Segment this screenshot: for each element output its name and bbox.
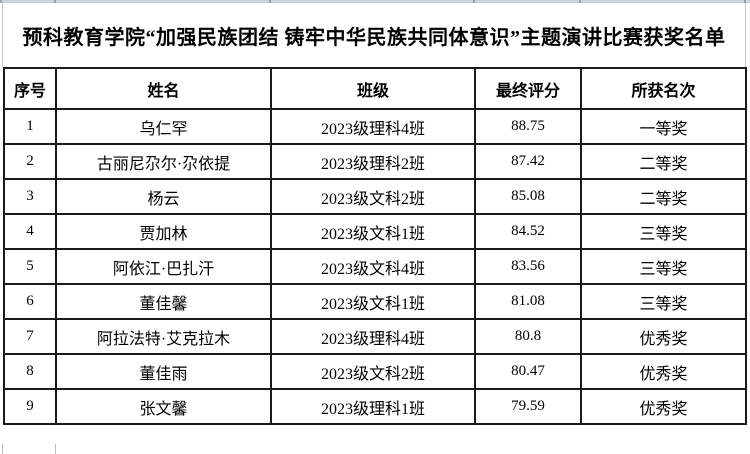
column-header: 序号 [3,67,57,110]
cell-award: 一等奖 [580,108,747,145]
table-row: 2 古丽尼尕尔·尕依提 2023级理科2班 87.42 二等奖 [3,143,747,180]
cell-score: 87.42 [474,143,582,180]
cell-award: 三等奖 [580,248,747,285]
table-row: 5 阿依江·巴扎汗 2023级文科4班 83.56 三等奖 [3,248,747,285]
gridline-tick [744,0,746,3]
table-row: 4 贾加林 2023级文科1班 84.52 三等奖 [3,213,747,250]
cell-score: 84.52 [474,213,582,250]
cell-class: 2023级理科4班 [270,108,476,145]
table-row: 8 董佳雨 2023级文科2班 80.47 优秀奖 [3,353,747,390]
cell-score: 80.8 [474,318,582,355]
cell-score: 83.56 [474,248,582,285]
cell-class: 2023级文科1班 [270,213,476,250]
award-table: 序号 姓名 班级 最终评分 所获名次 1 乌仁罕 2023级理科4班 88.75 一等奖 2 古丽尼… [3,67,747,425]
gridline-tick [54,0,56,3]
header-row: 序号 姓名 班级 最终评分 所获名次 [3,67,747,110]
top-gridline-strip [0,0,750,3]
cell-score: 81.08 [474,283,582,320]
cell-class: 2023级文科4班 [270,248,476,285]
cell-no: 3 [3,178,57,215]
cell-name: 杨云 [55,178,272,215]
column-header: 姓名 [55,67,272,110]
gridline [2,3,3,67]
table-row: 1 乌仁罕 2023级理科4班 88.75 一等奖 [3,108,747,145]
gridline-tick [473,0,475,3]
cell-no: 2 [3,143,57,180]
cell-score: 80.47 [474,353,582,390]
cell-no: 4 [3,213,57,250]
cell-award: 三等奖 [580,213,747,250]
cell-class: 2023级理科1班 [270,388,476,425]
gridline [745,3,746,67]
cell-name: 张文馨 [55,388,272,425]
table-row: 7 阿拉法特·艾克拉木 2023级理科4班 80.8 优秀奖 [3,318,747,355]
cell-award: 二等奖 [580,143,747,180]
cell-no: 6 [3,283,57,320]
cell-name: 古丽尼尕尔·尕依提 [55,143,272,180]
cell-no: 5 [3,248,57,285]
cell-class: 2023级理科4班 [270,318,476,355]
cell-name: 董佳馨 [55,283,272,320]
cell-award: 三等奖 [580,283,747,320]
gridline-tick [579,0,581,3]
cell-no: 7 [3,318,57,355]
cell-award: 优秀奖 [580,388,747,425]
cell-class: 2023级文科1班 [270,283,476,320]
cell-class: 2023级文科2班 [270,353,476,390]
cell-no: 1 [3,108,57,145]
table-row: 6 董佳馨 2023级文科1班 81.08 三等奖 [3,283,747,320]
page-title: 预科教育学院“加强民族团结 铸牢中华民族共同体意识”主题演讲比赛获奖名单 [22,26,726,49]
cell-class: 2023级文科2班 [270,178,476,215]
cell-class: 2023级理科2班 [270,143,476,180]
cell-no: 9 [3,388,57,425]
cell-name: 阿依江·巴扎汗 [55,248,272,285]
column-header: 最终评分 [474,67,582,110]
column-header: 班级 [270,67,476,110]
gridline [2,444,3,454]
cell-score: 88.75 [474,108,582,145]
cell-name: 贾加林 [55,213,272,250]
cell-award: 二等奖 [580,178,747,215]
cell-name: 乌仁罕 [55,108,272,145]
cell-score: 85.08 [474,178,582,215]
table-row: 3 杨云 2023级文科2班 85.08 二等奖 [3,178,747,215]
gridline-tick [269,0,271,3]
column-header: 所获名次 [580,67,747,110]
cell-award: 优秀奖 [580,318,747,355]
gridline [55,444,56,454]
table-body: 1 乌仁罕 2023级理科4班 88.75 一等奖 2 古丽尼尕尔·尕依提 2023级理科2班… [3,108,747,425]
cell-no: 8 [3,353,57,390]
cell-award: 优秀奖 [580,353,747,390]
cell-name: 阿拉法特·艾克拉木 [55,318,272,355]
table-row: 9 张文馨 2023级理科1班 79.59 优秀奖 [3,388,747,425]
cell-score: 79.59 [474,388,582,425]
cell-name: 董佳雨 [55,353,272,390]
gridline-tick [0,0,2,3]
